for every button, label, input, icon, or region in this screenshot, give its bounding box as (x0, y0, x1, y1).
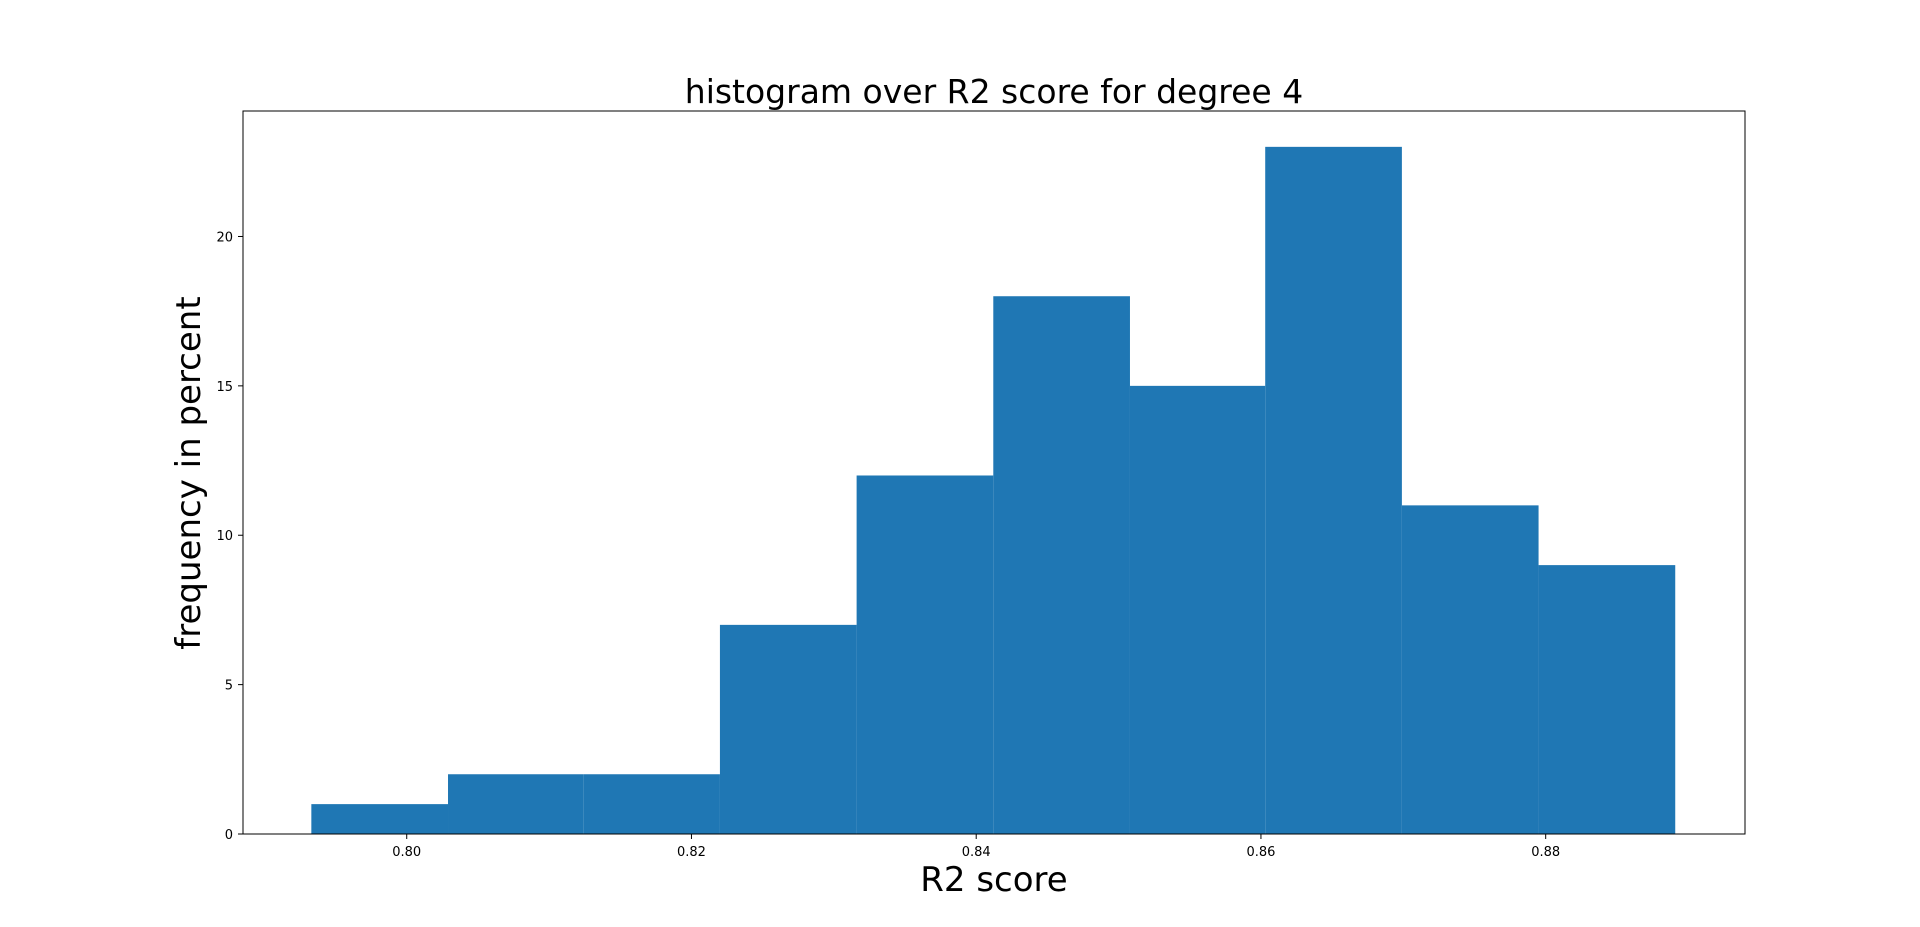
x-tick-label-2: 0.82 (677, 845, 706, 860)
y-tick-label-5: 20 (216, 230, 233, 245)
histogram-bar-9 (1401, 505, 1539, 834)
chart-title: histogram over R2 score for degree 4 (685, 72, 1303, 111)
x-tick-label-3: 0.84 (962, 845, 991, 860)
histogram-bar-6 (993, 296, 1130, 834)
histogram-bar-3 (583, 774, 720, 834)
x-axis-label: R2 score (920, 860, 1067, 900)
bars-layer (311, 146, 1676, 834)
histogram-bar-2 (448, 774, 584, 834)
x-tick-label-4: 0.86 (1246, 845, 1275, 860)
y-tick-label-1: 0 (225, 828, 233, 843)
y-axis-ticks: 0 5 10 15 20 (216, 230, 243, 843)
histogram-bar-7 (1129, 385, 1266, 834)
y-axis-label: frequency in percent (169, 296, 209, 649)
histogram-bar-8 (1265, 146, 1402, 834)
histogram-bar-5 (856, 475, 994, 834)
plot-frame (242, 110, 1746, 835)
y-tick-label-2: 5 (225, 679, 233, 694)
x-tick-label-1: 0.80 (392, 845, 421, 860)
y-tick-label-3: 10 (216, 529, 233, 544)
histogram-bar-1 (311, 804, 449, 834)
x-tick-label-5: 0.88 (1531, 845, 1560, 860)
histogram-bar-4 (719, 624, 857, 834)
y-tick-label-4: 15 (216, 380, 233, 395)
histogram-bar-10 (1538, 565, 1676, 834)
x-axis-ticks: 0.80 0.82 0.84 0.86 0.88 (392, 834, 1560, 860)
